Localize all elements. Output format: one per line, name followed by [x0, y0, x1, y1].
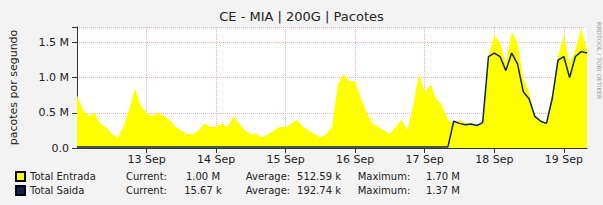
svg-text:17 Sep: 17 Sep	[406, 153, 444, 166]
svg-text:192.74 k: 192.74 k	[297, 185, 341, 196]
svg-text:512.59 k: 512.59 k	[297, 171, 341, 182]
svg-text:14 Sep: 14 Sep	[197, 153, 235, 166]
svg-text:15.67 k: 15.67 k	[184, 185, 222, 196]
svg-text:Total Entrada: Total Entrada	[29, 171, 96, 182]
svg-text:19 Sep: 19 Sep	[545, 153, 583, 166]
svg-text:1.00 M: 1.00 M	[186, 171, 220, 182]
svg-text:Maximum:: Maximum:	[358, 171, 411, 182]
svg-text:CE - MIA | 200G | Pacotes: CE - MIA | 200G | Pacotes	[219, 9, 384, 24]
svg-text:15 Sep: 15 Sep	[267, 153, 305, 166]
svg-text:pacotes por segundo: pacotes por segundo	[7, 29, 20, 145]
svg-text:18 Sep: 18 Sep	[475, 153, 513, 166]
svg-text:Maximum:: Maximum:	[358, 185, 411, 196]
svg-text:1.5 M: 1.5 M	[39, 36, 69, 49]
svg-text:Current:: Current:	[126, 171, 167, 182]
svg-text:RRDTOOL / TOBI OETIKER: RRDTOOL / TOBI OETIKER	[596, 22, 603, 99]
svg-text:Total Saida: Total Saida	[29, 185, 84, 196]
svg-text:1.37 M: 1.37 M	[426, 185, 460, 196]
svg-text:Average:: Average:	[246, 171, 290, 182]
svg-text:1.70 M: 1.70 M	[426, 171, 460, 182]
svg-text:Current:: Current:	[126, 185, 167, 196]
svg-text:Average:: Average:	[246, 185, 290, 196]
svg-text:0.5 M: 0.5 M	[39, 106, 69, 119]
svg-text:16 Sep: 16 Sep	[336, 153, 374, 166]
svg-text:1.0 M: 1.0 M	[39, 71, 69, 84]
svg-text:0.0: 0.0	[52, 142, 70, 155]
svg-text:13 Sep: 13 Sep	[127, 153, 165, 166]
